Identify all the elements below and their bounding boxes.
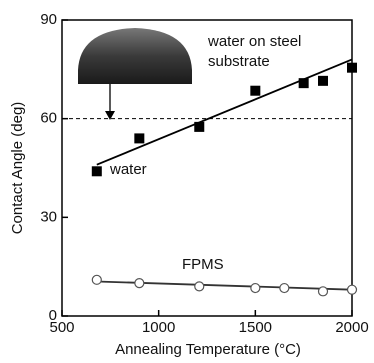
y-tick-label: 30: [40, 208, 57, 225]
y-tick-label: 0: [49, 307, 57, 324]
marker: [134, 133, 145, 144]
y-tick-label: 90: [40, 11, 57, 28]
series-label: FPMS: [182, 256, 224, 273]
x-tick-label: 500: [49, 319, 74, 336]
y-tick-label: 60: [40, 110, 57, 127]
droplet-image: [78, 28, 192, 84]
plot-frame: [61, 19, 353, 317]
marker: [194, 281, 205, 292]
marker: [317, 286, 329, 297]
x-tick-label: 1500: [239, 319, 272, 336]
marker: [250, 282, 261, 294]
y-axis-label: Contact Angle (deg): [9, 102, 26, 235]
marker: [194, 121, 205, 132]
annotation: substrate: [208, 53, 270, 70]
marker: [318, 75, 328, 86]
marker: [91, 274, 102, 285]
marker: [298, 78, 309, 89]
marker: [250, 85, 261, 96]
arrow-head: [105, 111, 115, 120]
series-label: water: [109, 161, 147, 178]
marker: [134, 278, 145, 289]
fit-line: [96, 58, 353, 166]
annotation: water on steel: [207, 33, 301, 50]
x-tick-label: 2000: [335, 319, 368, 336]
marker: [91, 166, 102, 177]
marker: [347, 62, 357, 73]
marker: [346, 284, 358, 295]
marker: [279, 282, 290, 294]
x-tick-label: 1000: [142, 319, 175, 336]
x-axis-label: Annealing Temperature (°C): [115, 341, 301, 358]
